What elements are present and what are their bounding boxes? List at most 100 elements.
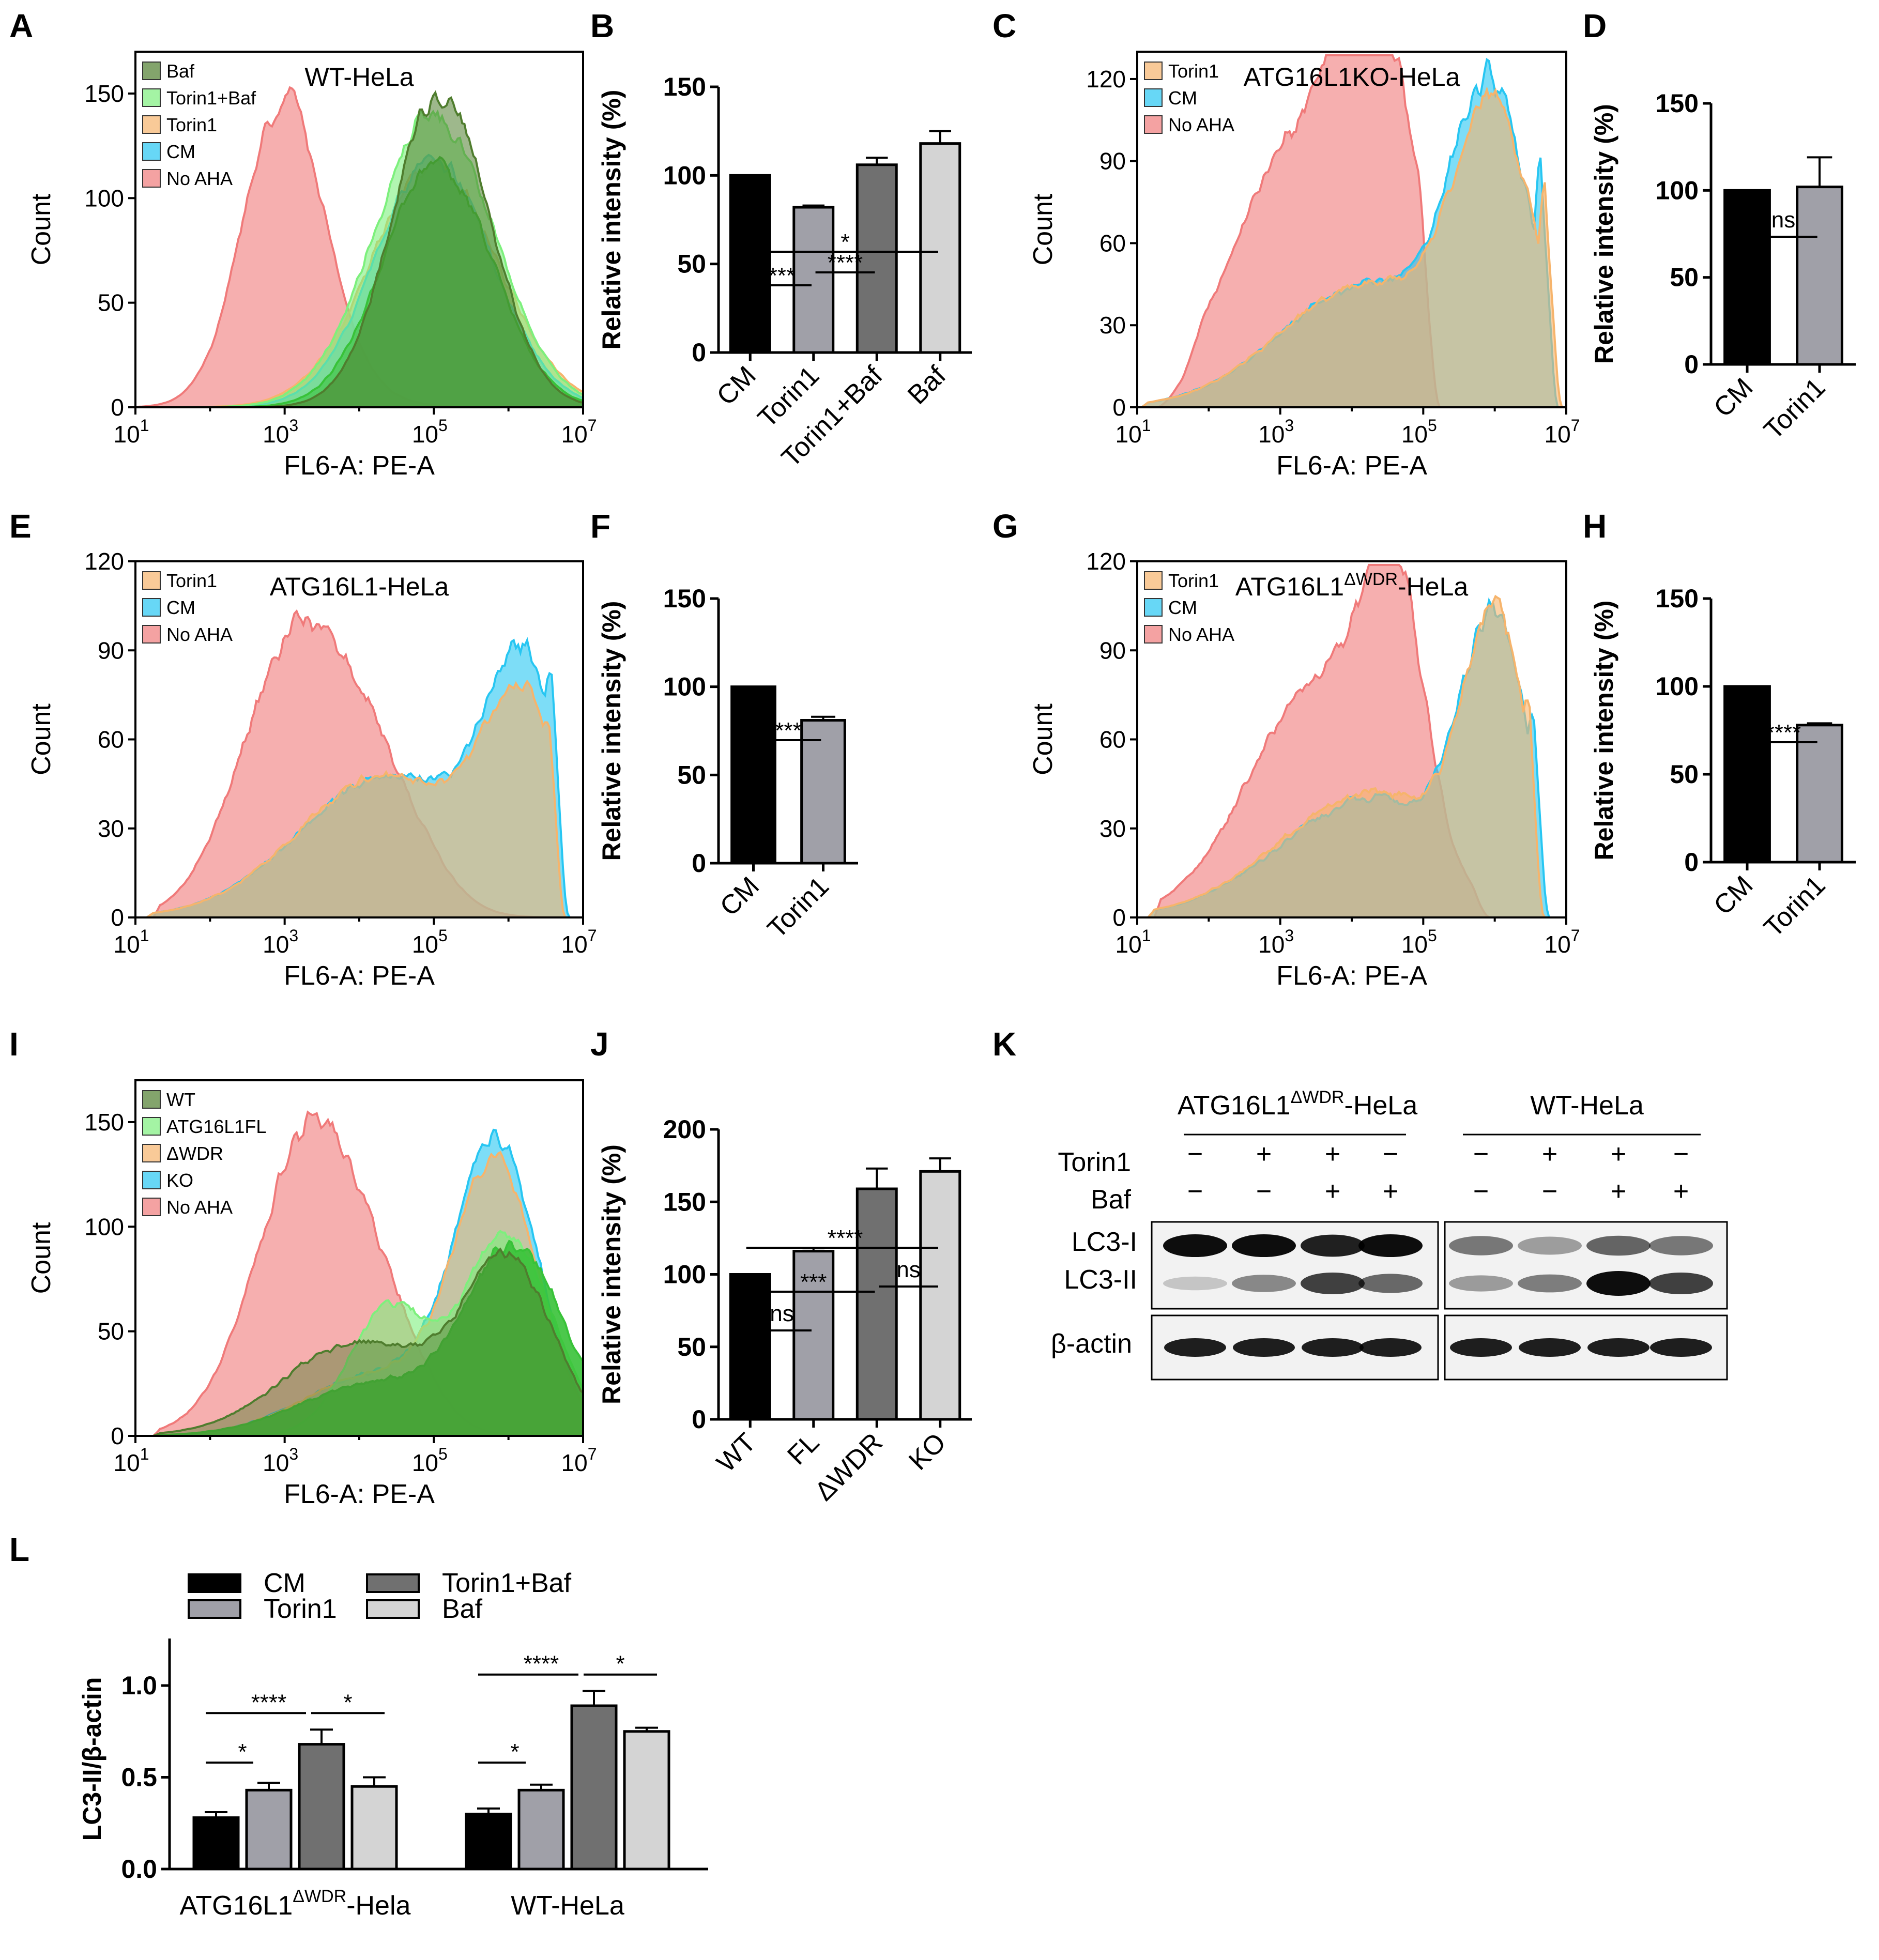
panel-label-c: C — [992, 7, 1016, 44]
y-axis-label: Relative intensity (%) — [1590, 601, 1618, 861]
y-tick-label: 0 — [692, 849, 706, 878]
x-tick-exponent: 7 — [1571, 416, 1580, 435]
legend-label: Torin1 — [166, 570, 217, 591]
panel-label-h: H — [1583, 508, 1607, 545]
blot-torin-sign: − — [1473, 1139, 1489, 1169]
y-axis-label: Count — [26, 703, 56, 775]
x-tick-label: 105 — [412, 1445, 448, 1476]
x-tick-exponent: 3 — [1285, 416, 1294, 435]
blot-torin-sign: − — [1187, 1139, 1203, 1169]
y-tick-label: 100 — [663, 1260, 706, 1289]
y-axis-label: Relative intensity (%) — [597, 1144, 626, 1404]
significance-label: **** — [251, 1690, 287, 1715]
group-label-suffix: -Hela — [346, 1891, 410, 1921]
significance-label: ns — [1771, 207, 1795, 233]
legend-swatch — [142, 1117, 161, 1136]
chart-title: ATG16L1ΔWDR-HeLa — [1235, 570, 1469, 601]
legend-label: Baf — [442, 1594, 483, 1624]
x-tick-label: Torin1 — [1758, 870, 1831, 943]
x-tick-exponent: 3 — [289, 926, 298, 945]
blot-group-label: ATG16L1ΔWDR-HeLa — [1178, 1088, 1417, 1121]
legend-label: Torin1 — [1168, 570, 1219, 591]
y-tick-label: 200 — [663, 1115, 706, 1144]
y-tick-label: 50 — [98, 289, 124, 316]
y-tick-label: 100 — [663, 161, 706, 190]
y-tick-label: 50 — [1670, 263, 1699, 292]
bar — [792, 1250, 835, 1421]
bar — [730, 685, 776, 865]
x-axis-label: FL6-A: PE-A — [284, 1479, 435, 1509]
legend-label: No AHA — [166, 168, 233, 189]
y-tick-label: 1.0 — [121, 1671, 157, 1700]
bar — [919, 1170, 961, 1421]
significance-label: *** — [769, 263, 795, 288]
bar — [1723, 685, 1771, 864]
histogram-panel-e: 0 30 60 90 120 101 103 105 107 FL6-A: PE-A Count AT… — [26, 548, 597, 991]
y-tick-label: 0 — [1684, 350, 1699, 379]
bar — [729, 1273, 771, 1421]
legend-swatch — [366, 1599, 420, 1619]
y-tick-label: 0.5 — [121, 1763, 157, 1792]
blot-torin-sign: + — [1256, 1139, 1272, 1169]
x-tick-exponent: 5 — [438, 416, 448, 435]
significance-label: **** — [1766, 720, 1801, 745]
blot-torin-sign: + — [1611, 1139, 1626, 1169]
legend-swatch — [366, 1573, 420, 1593]
blot-band-label: β-actin — [1051, 1329, 1132, 1359]
x-tick-label: 105 — [412, 416, 448, 448]
x-tick-exponent: 1 — [140, 926, 149, 945]
y-tick-label: 0 — [1684, 848, 1699, 877]
blot-band-lc3-ii — [1301, 1273, 1365, 1294]
legend-swatch — [142, 1171, 161, 1189]
legend-label: Torin1 — [166, 114, 217, 135]
significance-label: **** — [524, 1651, 559, 1677]
legend-swatch — [1144, 88, 1163, 107]
blot-band-label: LC3-II — [1064, 1265, 1137, 1295]
x-tick-exponent: 1 — [1142, 416, 1151, 435]
significance-label: **** — [828, 1226, 863, 1251]
histogram-panel-g: 0 30 60 90 120 101 103 105 107 FL6-A: PE-A Count AT… — [1028, 548, 1580, 991]
panel-labels: A B C D E F G H I J K L — [9, 7, 1607, 1568]
chart-title: WT-HeLa — [304, 63, 414, 91]
y-tick-label: 0 — [111, 394, 124, 421]
x-tick-label: 101 — [114, 416, 149, 448]
chart-title-suffix: -HeLa — [1398, 572, 1468, 601]
y-tick-label: 0 — [111, 904, 124, 931]
blot-group-sup: ΔWDR — [1291, 1088, 1345, 1107]
western-blot-k: ATG16L1ΔWDR-HeLa WT-HeLa Torin1 Baf − − + − + + − +… — [1051, 1088, 1728, 1381]
x-tick-exponent: 7 — [588, 926, 597, 945]
bar — [1796, 186, 1843, 366]
x-tick-exponent: 3 — [289, 416, 298, 435]
blot-band-lc3-i — [1301, 1234, 1365, 1257]
group-label-sup: ΔWDR — [293, 1887, 346, 1906]
legend-swatch — [142, 1090, 161, 1109]
blot-band-lc3-ii — [1649, 1273, 1713, 1294]
histogram-panel-i: 0 50 100 150 101 103 105 107 FL6-A: PE-A Count WT A… — [26, 1079, 597, 1509]
y-tick-label: 50 — [677, 250, 706, 279]
blot-band-actin — [1164, 1338, 1226, 1357]
histogram-curve — [135, 679, 583, 918]
group-label: WT-HeLa — [511, 1891, 624, 1921]
blot-torin-sign: − — [1673, 1139, 1689, 1169]
blot-baf-sign: − — [1256, 1176, 1272, 1206]
legend-label: Baf — [166, 60, 195, 82]
y-tick-label: 150 — [663, 584, 706, 613]
y-axis-label: Count — [1028, 193, 1058, 265]
legend-label: CM — [166, 141, 195, 162]
x-tick-label: 101 — [1116, 416, 1151, 448]
x-tick-label: FL — [782, 1427, 825, 1471]
blot-band-actin — [1233, 1338, 1295, 1357]
legend-swatch — [142, 142, 161, 161]
bar — [729, 174, 771, 354]
bar — [465, 1813, 512, 1871]
blot-baf-sign: + — [1325, 1176, 1340, 1206]
x-tick-label: 103 — [263, 1445, 298, 1476]
blot-baf-sign: + — [1673, 1176, 1689, 1206]
y-axis-label: Count — [26, 193, 56, 265]
y-tick-label: 50 — [98, 1318, 124, 1345]
x-tick-exponent: 3 — [289, 1445, 298, 1463]
x-tick-label: ΔWDR — [809, 1427, 888, 1506]
histogram-panel-a: 0 50 100 150 101 103 105 107 FL6-A: PE-A Count WT-… — [26, 51, 597, 481]
blot-baf-sign: − — [1542, 1176, 1557, 1206]
